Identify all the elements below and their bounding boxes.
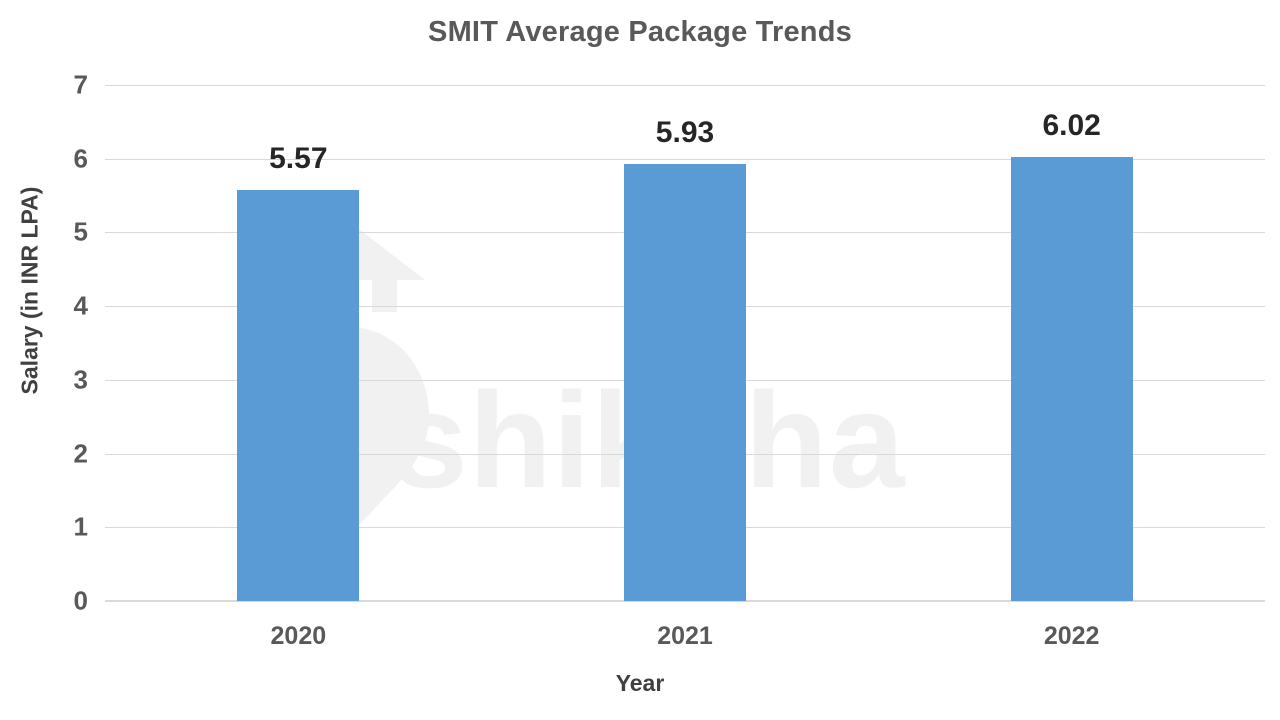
- bar[interactable]: [237, 190, 360, 601]
- y-tick-label: 5: [73, 216, 88, 247]
- x-tick-label: 2020: [270, 622, 327, 650]
- gridline: [105, 601, 1265, 602]
- gridline: [105, 158, 1265, 160]
- chart-title: SMIT Average Package Trends: [428, 16, 852, 48]
- gridline: [105, 85, 1265, 86]
- y-tick-label: 1: [73, 511, 88, 542]
- y-tick-label: 3: [73, 364, 88, 395]
- bar-value-label: 5.57: [269, 142, 328, 176]
- y-tick-label: 2: [73, 438, 88, 469]
- y-tick-label: 6: [73, 143, 88, 174]
- x-axis-title: Year: [615, 670, 665, 696]
- bar-value-label: 6.02: [1042, 109, 1101, 143]
- x-tick-label: 2022: [1043, 622, 1100, 650]
- y-axis: 0 1 2 3 4 5 6 7: [40, 70, 88, 616]
- bar[interactable]: [624, 163, 746, 601]
- x-tick-label: 2021: [657, 622, 713, 650]
- y-axis-title: Salary (in INR LPA): [16, 186, 43, 395]
- bar-value-label: 5.93: [655, 115, 715, 149]
- bar[interactable]: [1010, 157, 1133, 601]
- plot-area: [105, 85, 1265, 602]
- y-tick-label: 0: [73, 585, 88, 616]
- y-tick-label: 4: [73, 290, 88, 321]
- y-tick-label: 7: [73, 69, 88, 100]
